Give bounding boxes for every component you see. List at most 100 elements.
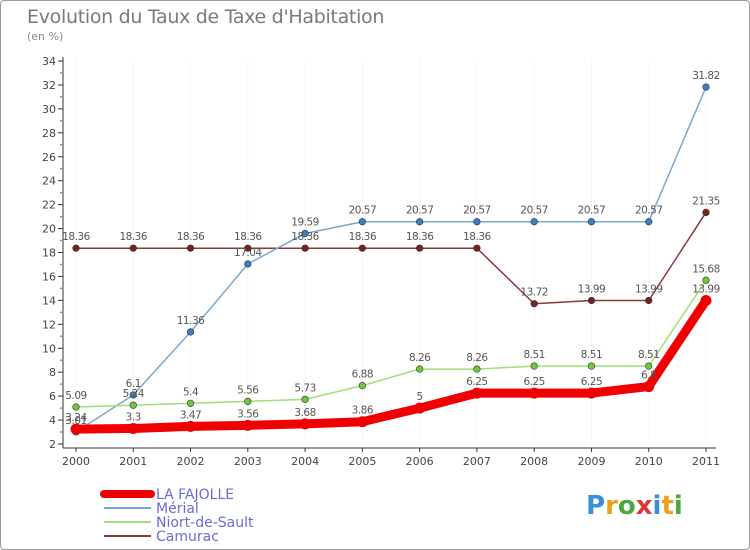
x-tick-label: 2002 (177, 455, 205, 468)
data-label: 13.99 (578, 283, 606, 295)
y-minor-dot (60, 359, 62, 362)
data-label: 20.57 (635, 205, 663, 217)
logo-letter: i (673, 491, 683, 521)
data-point (358, 218, 366, 226)
data-label: 8.51 (638, 349, 659, 361)
data-point (587, 296, 596, 305)
logo-letter: x (635, 491, 653, 521)
x-tick-label: 2000 (62, 455, 90, 468)
data-point (244, 260, 252, 268)
data-point (127, 422, 139, 434)
data-point (186, 244, 195, 252)
chart-title: Evolution du Taux de Taxe d'Habitation (27, 6, 385, 28)
data-point (301, 244, 309, 252)
data-label: 13.99 (635, 283, 663, 295)
data-label: 3.86 (352, 405, 374, 417)
legend-label: Mérial (156, 501, 199, 517)
data-label: 11.36 (177, 315, 205, 327)
y-tick-label: 30 (42, 103, 56, 116)
data-point (416, 365, 424, 373)
series-line-la-fajolle (71, 295, 711, 434)
data-point (356, 416, 368, 428)
y-tick-label: 16 (42, 270, 56, 283)
data-label: 5 (417, 391, 423, 403)
y-tick-label: 20 (42, 223, 56, 236)
x-tick-label: 2008 (520, 455, 548, 468)
data-point (358, 244, 366, 252)
data-label: 18.36 (406, 231, 434, 243)
data-point (471, 387, 483, 399)
y-minor-dot (60, 383, 62, 386)
data-label: 6.25 (523, 376, 544, 388)
data-label: 5.4 (183, 386, 199, 398)
data-point (528, 387, 540, 399)
legend-label: Camurac (156, 529, 219, 545)
logo-letter: i (652, 491, 662, 521)
data-label: 13.99 (692, 283, 720, 295)
y-tick-label: 14 (42, 294, 56, 307)
data-label: 5.73 (294, 382, 315, 394)
data-label: 3.3 (126, 411, 141, 423)
data-point (587, 362, 596, 370)
data-label: 5.24 (123, 388, 145, 400)
data-point (244, 397, 252, 405)
y-tick-label: 10 (42, 342, 56, 355)
y-minor-dot (60, 239, 62, 242)
data-point (301, 229, 309, 238)
y-tick-label: 18 (42, 247, 56, 260)
data-label: 20.57 (406, 205, 434, 217)
x-tick-label: 2001 (119, 455, 147, 468)
y-minor-dot (60, 311, 62, 314)
y-minor-dot (60, 431, 62, 433)
data-label: 3.56 (237, 408, 259, 420)
data-point (242, 419, 254, 431)
data-label: 6.8 (641, 370, 656, 382)
logo-letter: o (617, 491, 636, 521)
data-point (186, 399, 195, 407)
y-minor-dot (60, 72, 62, 74)
data-point (185, 420, 197, 432)
data-label: 18.36 (291, 231, 319, 243)
y-minor-dot (60, 263, 62, 266)
y-tick-label: 4 (49, 414, 56, 427)
y-minor-dot (60, 191, 62, 194)
y-tick-label: 6 (49, 390, 56, 403)
data-point (299, 418, 311, 430)
data-point (186, 328, 195, 336)
data-point (129, 401, 137, 409)
data-label: 18.36 (463, 231, 491, 243)
data-point (416, 244, 424, 252)
data-point (702, 276, 710, 284)
data-label: 20.57 (463, 205, 491, 217)
data-label: 21.35 (692, 195, 720, 207)
x-tick-label: 2004 (291, 455, 319, 468)
y-tick-label: 2 (49, 438, 56, 451)
series-line-niort-de-sault (75, 279, 707, 408)
y-tick-label: 34 (42, 55, 56, 68)
data-label: 13.72 (520, 287, 548, 299)
data-label: 18.36 (234, 231, 262, 243)
data-point (645, 362, 653, 370)
data-label: 19.59 (291, 216, 319, 228)
y-minor-dot (60, 96, 62, 98)
data-label: 6.25 (466, 376, 487, 388)
proxiti-logo: Proxiti (586, 491, 683, 521)
data-label: 6.88 (352, 369, 373, 381)
x-tick-label: 2007 (463, 455, 491, 468)
y-tick-label: 26 (42, 151, 56, 164)
data-point (473, 218, 481, 226)
data-label: 18.36 (119, 231, 147, 243)
logo-letter: r (605, 491, 618, 521)
data-label: 20.57 (520, 205, 548, 217)
data-label: 8.51 (581, 349, 602, 361)
y-minor-dot (60, 407, 62, 409)
y-minor-dot (60, 215, 62, 218)
x-tick-label: 2006 (406, 455, 434, 468)
data-point (72, 403, 80, 411)
data-point (700, 294, 712, 306)
y-tick-label: 12 (42, 318, 56, 331)
data-label: 8.51 (523, 349, 544, 361)
data-point (643, 381, 655, 393)
data-point (244, 244, 252, 252)
